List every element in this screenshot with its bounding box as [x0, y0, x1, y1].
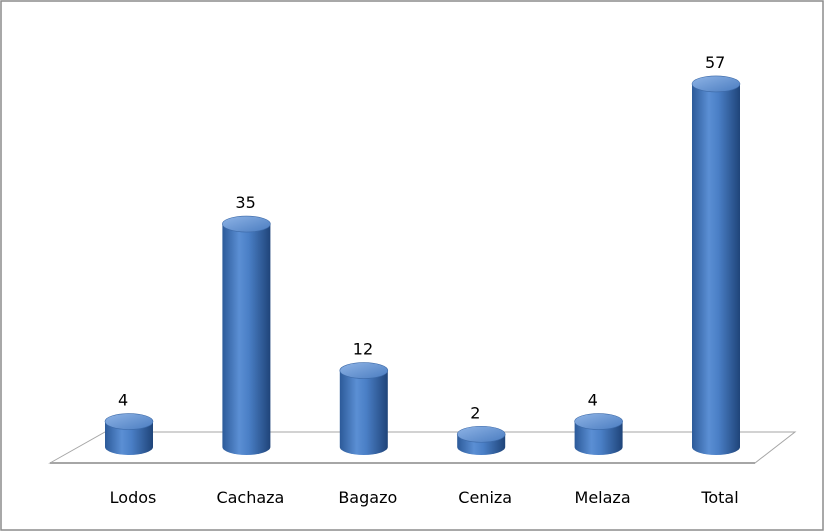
floor: [48, 431, 797, 464]
x-tick-label: Total: [700, 488, 738, 507]
bar: [574, 421, 623, 455]
x-tick-label: Ceniza: [458, 488, 512, 507]
x-tick-label: Lodos: [110, 488, 157, 507]
bar-top: [456, 425, 506, 443]
bar-top: [691, 75, 741, 93]
data-label: 4: [588, 391, 598, 410]
data-label: 12: [353, 340, 373, 359]
bar-top: [222, 215, 271, 233]
bar-top: [104, 413, 154, 430]
data-label: 4: [118, 391, 128, 410]
bar: [339, 370, 388, 455]
data-label: 2: [470, 403, 480, 422]
data-label: 57: [705, 53, 725, 72]
bar: [692, 83, 740, 455]
x-tick-label: Bagazo: [338, 488, 397, 507]
bar: [105, 421, 153, 455]
bar-top: [339, 362, 389, 379]
bar-top: [574, 413, 623, 430]
data-label: 35: [235, 193, 255, 212]
bar: [222, 224, 271, 455]
x-tick-label: Melaza: [575, 488, 631, 507]
x-tick-label: Cachaza: [216, 488, 284, 507]
